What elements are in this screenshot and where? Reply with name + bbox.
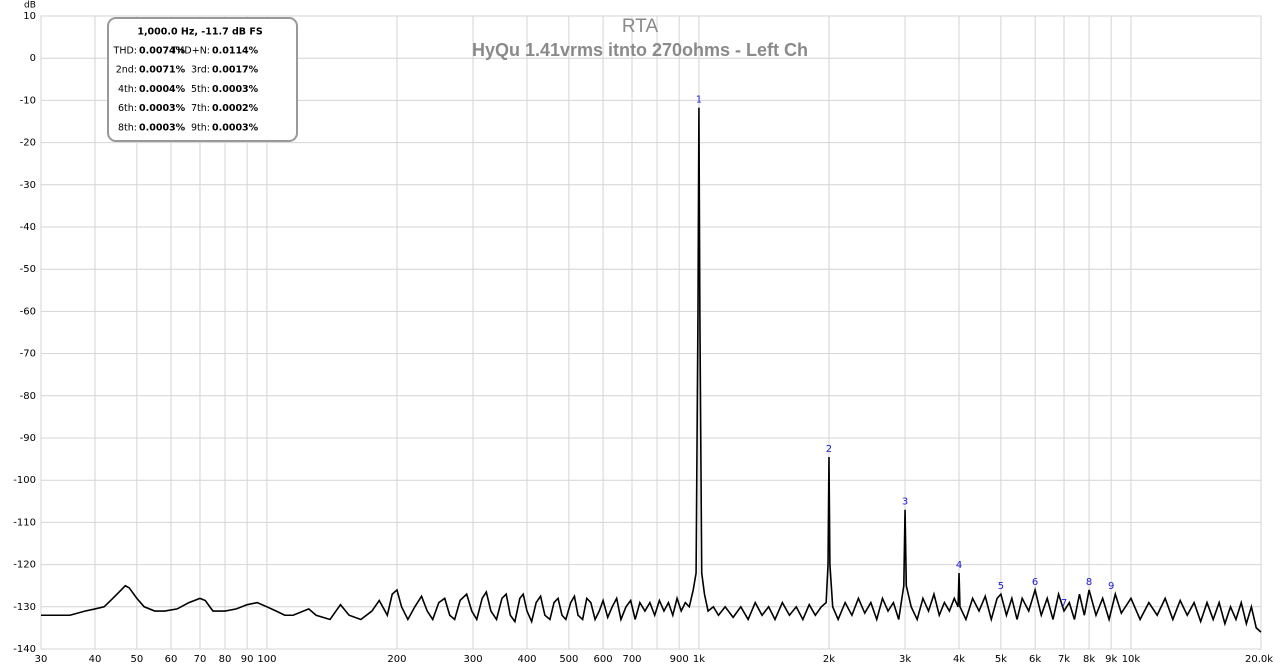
harmonic-marker: 6 [1032,577,1038,588]
x-tick-label: 300 [463,654,482,665]
y-tick-label: -100 [13,475,36,486]
x-tick-label: 9k [1105,654,1117,665]
info-label: 7th: [191,103,210,114]
harmonic-marker: 8 [1086,577,1092,588]
harmonic-marker: 9 [1108,581,1114,592]
x-tick-label: 5k [995,654,1007,665]
chart-subtitle: HyQu 1.41vrms itnto 270ohms - Left Ch [472,40,808,60]
info-label: 3rd: [191,65,210,76]
x-tick-label: 200 [387,654,406,665]
x-tick-label: 60 [165,654,178,665]
y-tick-label: -60 [20,306,36,317]
x-tick-label: 700 [622,654,641,665]
info-value: 0.0017% [212,65,259,76]
plot: 1 2 3 4 5 6 7 8 9 [41,95,1262,633]
y-tick-label: -130 [13,602,36,613]
y-tick-label: -140 [13,644,36,655]
info-value: 0.0071% [139,65,186,76]
x-tick-label: 3k [899,654,911,665]
y-tick-label: -70 [20,349,36,360]
harmonic-marker: 5 [998,581,1004,592]
x-tick-label: 600 [594,654,613,665]
info-value: 0.0074% [139,46,186,57]
info-value: 0.0003% [139,122,186,133]
x-tick-label: 10k [1122,654,1141,665]
info-value: 0.0003% [212,122,259,133]
x-tick-label: 80 [219,654,232,665]
y-tick-label: -20 [20,138,36,149]
x-tick-label: 1k [693,654,705,665]
info-label: 2nd: [116,65,137,76]
info-label: 8th: [118,122,137,133]
x-tick-label: 30 [35,654,48,665]
x-tick-label: 400 [517,654,536,665]
y-tick-label: -10 [20,95,36,106]
harmonic-marker: 1 [696,95,702,106]
info-label: 9th: [191,122,210,133]
x-tick-label: 6k [1029,654,1041,665]
harmonic-marker: 2 [826,444,832,455]
x-tick-label: 500 [559,654,578,665]
info-box-frame [107,17,298,142]
x-tick-label: 7k [1058,654,1070,665]
info-label: THD+N: [170,46,210,57]
harmonic-marker: 3 [902,497,908,508]
info-label: 5th: [191,84,210,95]
harmonic-marker: 7 [1061,598,1067,609]
x-tick-label: 8k [1083,654,1095,665]
info-value: 0.0002% [212,103,259,114]
spectrum-line [41,107,1262,633]
y-tick-label: -40 [20,222,36,233]
y-tick-label: -120 [13,560,36,571]
info-header: 1,000.0 Hz, -11.7 dB FS [137,27,262,38]
chart-title: RTA [622,16,659,37]
x-tick-label: 2k [823,654,835,665]
info-label: THD: [113,46,137,57]
x-tick-label: 40 [89,654,102,665]
harmonic-marker: 4 [956,560,962,571]
info-value: 0.0003% [139,103,186,114]
x-tick-label: 50 [130,654,143,665]
grid: 100-10-20-30-40-50-60-70-80-90-100-110-1… [13,11,1273,665]
info-value: 0.0114% [212,46,259,57]
y-tick-label: -110 [13,517,36,528]
y-tick-label: -30 [20,180,36,191]
y-tick-label: -80 [20,391,36,402]
x-tick-label: 20.0k [1245,654,1273,665]
y-axis-label: dB [24,1,36,11]
info-label: 6th: [118,103,137,114]
x-tick-label: 900 [670,654,689,665]
y-tick-label: -50 [20,264,36,275]
x-tick-label: 90 [241,654,254,665]
y-tick-label: -90 [20,433,36,444]
info-value: 0.0003% [212,84,259,95]
y-tick-label: 10 [23,11,36,22]
x-tick-label: 100 [257,654,276,665]
y-tick-label: 0 [30,53,36,64]
info-value: 0.0004% [139,84,186,95]
info-label: 4th: [118,84,137,95]
x-tick-label: 70 [194,654,207,665]
x-tick-label: 4k [953,654,965,665]
